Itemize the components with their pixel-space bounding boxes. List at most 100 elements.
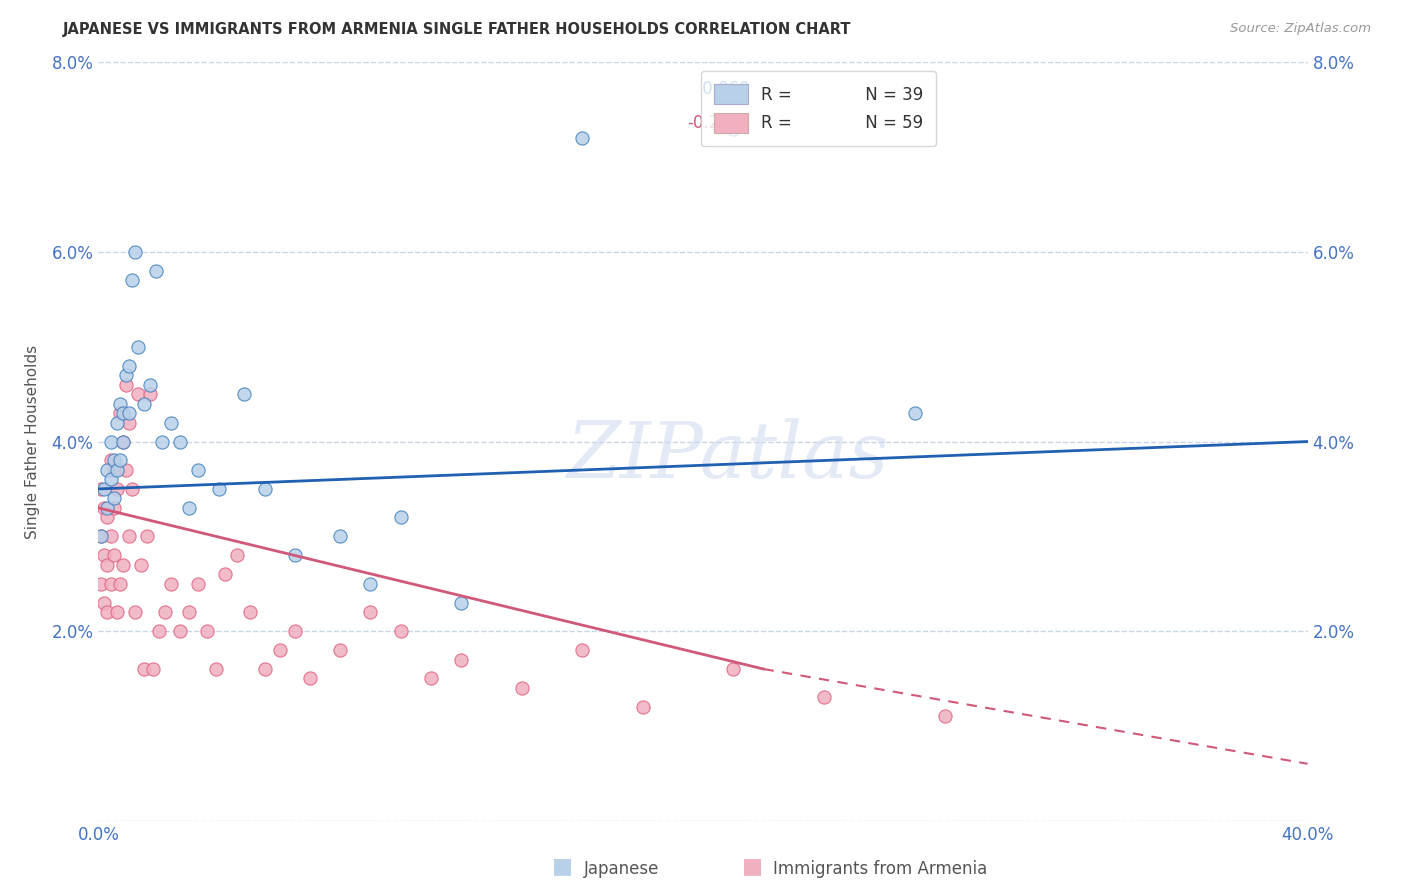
Point — [111, 406, 134, 420]
Point — [195, 624, 218, 639]
Point — [103, 548, 125, 563]
Point — [118, 359, 141, 373]
Point — [111, 434, 134, 449]
Point — [103, 453, 125, 467]
Point — [420, 672, 443, 686]
Point — [105, 605, 128, 619]
Point — [103, 500, 125, 515]
Point — [100, 473, 122, 487]
Point — [169, 624, 191, 639]
Point — [96, 500, 118, 515]
Point — [103, 491, 125, 506]
Text: Japanese: Japanese — [583, 860, 659, 878]
Point — [132, 662, 155, 676]
Point — [121, 273, 143, 287]
Point — [111, 558, 134, 572]
Point — [121, 482, 143, 496]
Point — [226, 548, 249, 563]
Point — [214, 567, 236, 582]
Point — [360, 576, 382, 591]
Point — [571, 131, 593, 145]
Y-axis label: Single Father Households: Single Father Households — [25, 344, 41, 539]
Point — [139, 387, 162, 401]
Point — [90, 482, 112, 496]
Point — [723, 121, 745, 136]
Point — [90, 529, 112, 543]
Legend: R =              N = 39, R =              N = 59: R = N = 39, R = N = 59 — [702, 70, 936, 146]
Point — [108, 406, 131, 420]
Point — [114, 368, 136, 383]
Point — [253, 662, 276, 676]
Point — [118, 416, 141, 430]
Point — [90, 576, 112, 591]
Point — [148, 624, 170, 639]
Text: -0.222: -0.222 — [688, 114, 741, 132]
Point — [127, 340, 149, 354]
Point — [284, 548, 307, 563]
Point — [205, 662, 228, 676]
Point — [284, 624, 307, 639]
Point — [160, 416, 183, 430]
Point — [118, 406, 141, 420]
Point — [129, 558, 152, 572]
Point — [142, 662, 165, 676]
Point — [329, 529, 352, 543]
Point — [150, 434, 173, 449]
Point — [208, 482, 231, 496]
Point — [153, 605, 176, 619]
Point — [179, 605, 201, 619]
Text: ■: ■ — [742, 856, 762, 876]
Point — [360, 605, 382, 619]
Point — [389, 624, 412, 639]
Point — [124, 244, 146, 259]
Point — [108, 396, 131, 410]
Point — [114, 377, 136, 392]
Point — [124, 605, 146, 619]
Point — [160, 576, 183, 591]
Point — [127, 387, 149, 401]
Text: ■: ■ — [553, 856, 572, 876]
Point — [93, 548, 115, 563]
Point — [329, 643, 352, 657]
Point — [93, 482, 115, 496]
Point — [105, 463, 128, 477]
Text: 0.060: 0.060 — [697, 80, 749, 98]
Text: JAPANESE VS IMMIGRANTS FROM ARMENIA SINGLE FATHER HOUSEHOLDS CORRELATION CHART: JAPANESE VS IMMIGRANTS FROM ARMENIA SING… — [63, 22, 852, 37]
Point — [232, 387, 254, 401]
Point — [571, 643, 593, 657]
Point — [187, 463, 209, 477]
Point — [132, 396, 155, 410]
Text: Immigrants from Armenia: Immigrants from Armenia — [773, 860, 987, 878]
Point — [100, 576, 122, 591]
Point — [723, 662, 745, 676]
Text: ZIPatlas: ZIPatlas — [567, 418, 889, 495]
Point — [96, 510, 118, 524]
Point — [135, 529, 157, 543]
Point — [169, 434, 191, 449]
Point — [118, 529, 141, 543]
Point — [299, 672, 322, 686]
Point — [187, 576, 209, 591]
Text: Source: ZipAtlas.com: Source: ZipAtlas.com — [1230, 22, 1371, 36]
Point — [631, 699, 654, 714]
Point — [96, 605, 118, 619]
Point — [108, 576, 131, 591]
Point — [253, 482, 276, 496]
Point — [108, 453, 131, 467]
Point — [96, 558, 118, 572]
Point — [450, 596, 472, 610]
Point — [269, 643, 291, 657]
Point — [96, 463, 118, 477]
Point — [111, 434, 134, 449]
Point — [100, 434, 122, 449]
Point — [510, 681, 533, 695]
Point — [179, 500, 201, 515]
Point — [934, 709, 956, 723]
Point — [105, 482, 128, 496]
Point — [90, 529, 112, 543]
Point — [93, 596, 115, 610]
Point — [114, 463, 136, 477]
Point — [389, 510, 412, 524]
Point — [105, 416, 128, 430]
Point — [139, 377, 162, 392]
